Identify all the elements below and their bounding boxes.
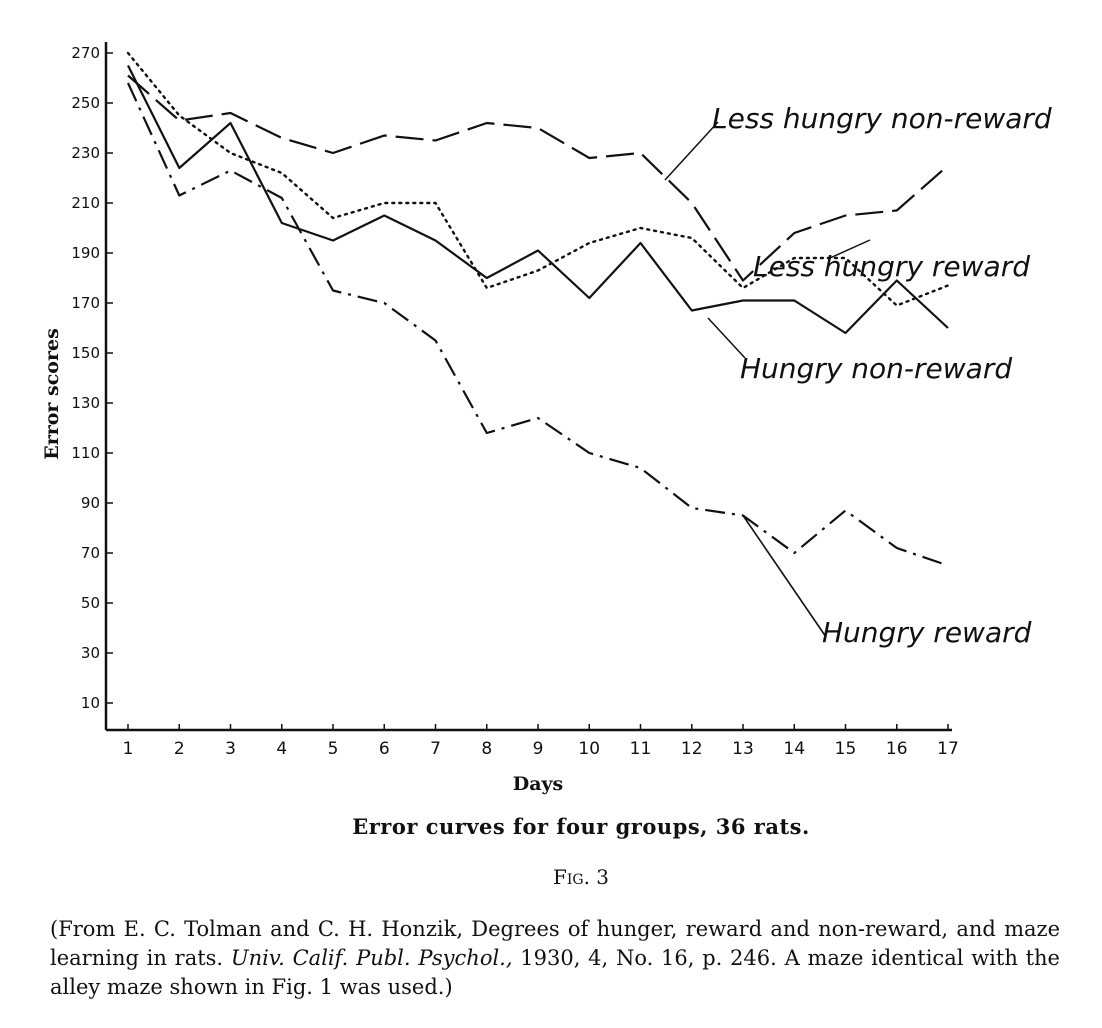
- y-tick-label-210: 210: [71, 194, 100, 212]
- x-tick-label-12: 12: [681, 739, 703, 759]
- x-tick-label-16: 16: [886, 739, 908, 759]
- x-tick-label-14: 14: [783, 739, 805, 759]
- y-axis-title: Error scores: [41, 328, 63, 460]
- x-ticks: 1 2 3 4 5 6 7 8 9 10 11 12 13 14 15 16 17: [123, 724, 959, 759]
- source-note-text-1: (From E. C. Tolman and C. H. Honzik, Deg…: [50, 917, 1060, 970]
- x-tick-label-10: 10: [578, 739, 600, 759]
- y-tick-label-270: 270: [71, 44, 100, 62]
- y-tick-label-170: 170: [71, 294, 100, 312]
- source-note-text-2: 1930, 4, No. 16, p. 246. A maze identica…: [50, 946, 1060, 999]
- source-note: (From E. C. Tolman and C. H. Honzik, Deg…: [50, 915, 1060, 1002]
- y-tick-label-90: 90: [81, 494, 100, 512]
- x-tick-label-7: 7: [430, 739, 441, 759]
- series-layer: [126, 51, 950, 636]
- x-tick-label-6: 6: [379, 739, 390, 759]
- series-label-less-hungry-non-reward: Less hungry non-reward: [712, 102, 1052, 135]
- series-line-less-hungry-non-reward: [127, 74, 949, 282]
- x-axis-title: Days: [513, 773, 564, 795]
- x-tick-label-13: 13: [732, 739, 754, 759]
- series-line-hungry-non-reward: [127, 65, 949, 335]
- y-ticks: 10 30 50 70 90 110 130 150 170 190 210 230 250 270: [71, 44, 113, 712]
- series-label-hungry-reward: Hungry reward: [822, 616, 1032, 649]
- pointer-hungry-non-reward: [707, 317, 746, 359]
- series-line-hungry-reward: [126, 82, 949, 567]
- y-tick-label-250: 250: [71, 94, 100, 112]
- series-label-less-hungry-reward: Less hungry reward: [753, 250, 1030, 283]
- x-tick-label-17: 17: [937, 739, 959, 759]
- y-tick-label-190: 190: [71, 244, 100, 262]
- pointer-less-hungry-non-reward: [664, 121, 719, 181]
- x-tick-label-4: 4: [276, 739, 287, 759]
- pointer-less-hungry-reward: [829, 239, 871, 259]
- x-tick-label-9: 9: [533, 739, 544, 759]
- x-tick-label-5: 5: [328, 739, 339, 759]
- series-branch-hungry-reward: [742, 515, 826, 636]
- x-tick-label-15: 15: [835, 739, 857, 759]
- axes: [104, 42, 952, 732]
- x-tick-label-11: 11: [630, 739, 652, 759]
- y-tick-label-230: 230: [71, 144, 100, 162]
- y-tick-label-10: 10: [81, 694, 100, 712]
- y-tick-label-50: 50: [81, 594, 100, 612]
- y-tick-label-30: 30: [81, 644, 100, 662]
- label-pointers: [664, 121, 871, 359]
- y-tick-label-150: 150: [71, 344, 100, 362]
- figure-label: Fig. 3: [552, 865, 610, 889]
- x-tick-label-2: 2: [174, 739, 185, 759]
- y-tick-label-110: 110: [71, 444, 100, 462]
- x-tick-label-1: 1: [123, 739, 134, 759]
- x-tick-label-3: 3: [225, 739, 236, 759]
- series-label-hungry-non-reward: Hungry non-reward: [740, 352, 1012, 385]
- y-tick-label-130: 130: [71, 394, 100, 412]
- source-note-journal: Univ. Calif. Publ. Psychol.,: [230, 946, 513, 970]
- y-tick-label-70: 70: [81, 544, 100, 562]
- x-tick-label-8: 8: [481, 739, 492, 759]
- series-line-less-hungry-reward: [126, 51, 950, 307]
- chart-title: Error curves for four groups, 36 rats.: [352, 814, 810, 839]
